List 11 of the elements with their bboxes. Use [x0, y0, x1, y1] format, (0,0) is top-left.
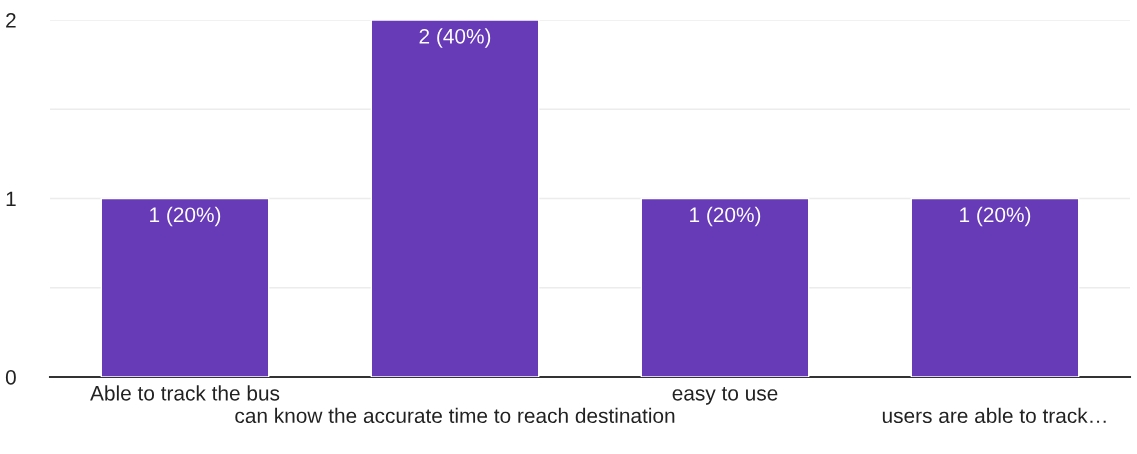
- x-tick-label: Able to track the bus: [90, 385, 280, 401]
- data-label: 1 (20%): [960, 206, 1031, 227]
- x-tick-label: users are able to track…: [882, 407, 1106, 424]
- data-label: 2 (40%): [419, 28, 491, 48]
- y-tick-label: 2: [6, 13, 16, 28]
- data-label: 1 (20%): [150, 206, 221, 227]
- y-tick-label: 1: [6, 191, 16, 207]
- y-tick-label: 0: [5, 370, 16, 385]
- data-label: 1 (20%): [690, 206, 761, 227]
- x-tick-label: easy to use: [672, 386, 778, 405]
- x-tick-label: can know the accurate time to reach destination: [235, 407, 675, 424]
